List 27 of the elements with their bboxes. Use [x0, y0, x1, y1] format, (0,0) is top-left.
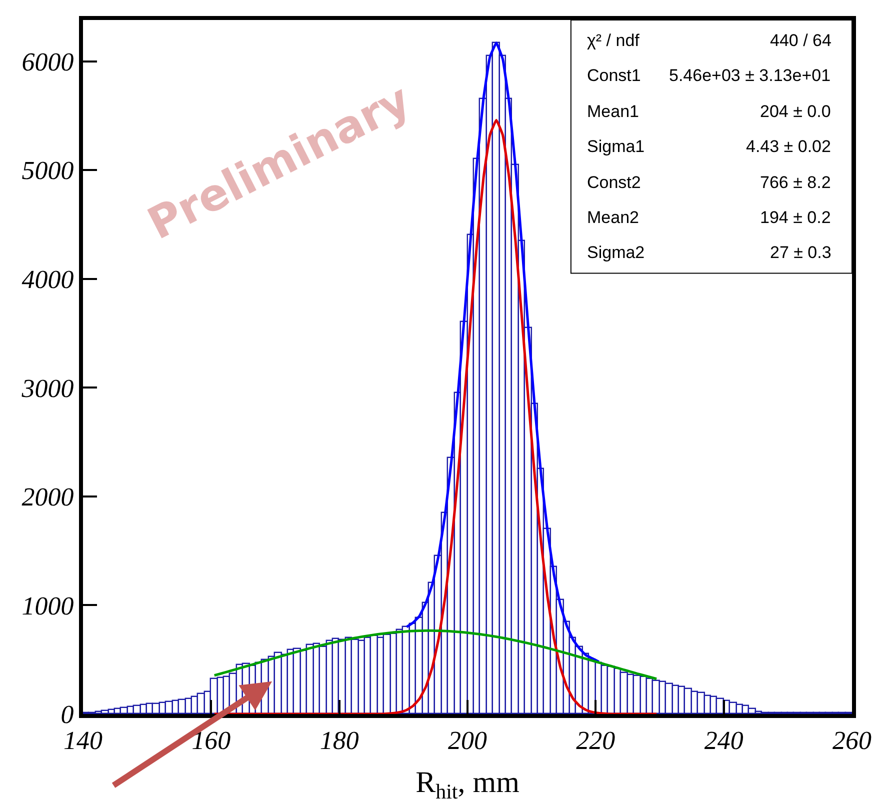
- annotation: Sigma1: [587, 137, 645, 156]
- y-tick-label: 2000: [22, 482, 74, 512]
- x-tick-label: 220: [576, 726, 616, 756]
- y-tick-label: 3000: [20, 374, 74, 403]
- annotation: χ² / ndf: [587, 31, 640, 50]
- annotation: 5.46e+03 ± 3.13e+01: [669, 66, 831, 85]
- annotation: 204 ± 0.0: [760, 102, 831, 121]
- annotation: 440 / 64: [770, 31, 832, 50]
- annotation: 4.43 ± 0.02: [746, 137, 831, 156]
- x-tick-label: 160: [192, 726, 231, 756]
- annotation: 194 ± 0.2: [760, 208, 831, 227]
- x-tick-label: 180: [320, 726, 359, 756]
- y-tick-label: 6000: [22, 47, 74, 76]
- y-tick-label: 4000: [22, 264, 74, 294]
- x-tick-label: 240: [704, 726, 744, 756]
- annotation: Const1: [587, 66, 641, 85]
- x-tick-label: 200: [448, 726, 487, 756]
- annotation: Sigma2: [587, 243, 645, 262]
- annotation: Const2: [587, 173, 641, 192]
- annotation: Mean2: [587, 208, 639, 227]
- annotation: 766 ± 8.2: [760, 173, 831, 192]
- x-axis-title: R$_{hit}$, mm: [416, 766, 520, 804]
- y-tick-label: 1000: [22, 591, 74, 620]
- x-tick-label: 260: [832, 726, 872, 756]
- y-tick-label: 5000: [22, 156, 74, 186]
- annotation: Mean1: [587, 102, 639, 121]
- annotation: 27 ± 0.3: [770, 243, 832, 262]
